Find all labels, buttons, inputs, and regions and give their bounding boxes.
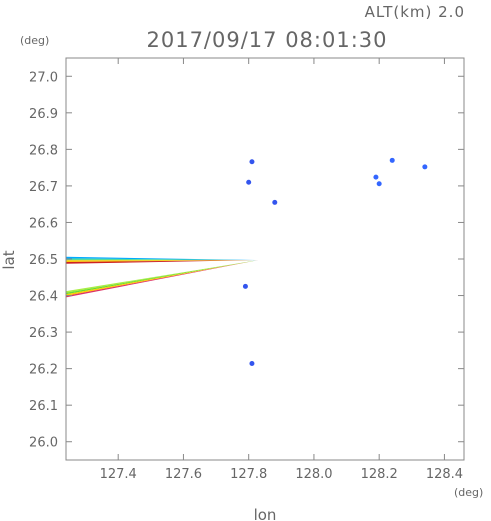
x-axis-ticks: 127.4 127.6 127.8 128.0 128.2 128.4 bbox=[100, 58, 463, 482]
x-tick-label: 128.0 bbox=[295, 467, 332, 482]
x-axis-unit: (deg) bbox=[454, 486, 483, 499]
echo-point bbox=[373, 174, 379, 180]
radar-wedges bbox=[66, 256, 259, 298]
echo-point bbox=[242, 283, 248, 289]
chart-title: 2017/09/17 08:01:30 bbox=[146, 28, 387, 52]
radar-wedge-lower-band bbox=[66, 260, 259, 296]
radar-wedge-lower-band bbox=[66, 260, 259, 298]
y-tick-label: 26.0 bbox=[29, 436, 58, 451]
y-tick-label: 26.7 bbox=[29, 180, 58, 195]
y-tick-label: 27.0 bbox=[29, 70, 58, 85]
y-tick-label: 26.6 bbox=[29, 216, 58, 231]
y-axis-unit: (deg) bbox=[20, 34, 49, 47]
y-tick-label: 26.4 bbox=[29, 290, 58, 305]
y-tick-label: 26.9 bbox=[29, 107, 58, 122]
echo-point bbox=[249, 361, 255, 367]
y-tick-label: 26.3 bbox=[29, 326, 58, 341]
x-tick-label: 127.4 bbox=[100, 467, 137, 482]
y-tick-label: 26.2 bbox=[29, 363, 58, 378]
echo-point bbox=[246, 179, 252, 185]
x-axis-label: lon bbox=[254, 506, 277, 521]
radar-wedge-upper-band bbox=[66, 258, 259, 261]
altitude-label: ALT(km) 2.0 bbox=[365, 3, 465, 21]
echo-point bbox=[389, 157, 395, 163]
y-tick-label: 26.8 bbox=[29, 143, 58, 158]
y-axis-label: lat bbox=[0, 250, 18, 269]
echo-point bbox=[376, 181, 382, 187]
x-tick-label: 127.6 bbox=[165, 467, 202, 482]
y-axis-ticks: 26.0 26.1 26.2 26.3 26.4 26.5 26.6 26.7 26.8 26.9… bbox=[29, 70, 464, 451]
echo-point bbox=[422, 164, 428, 170]
x-tick-label: 127.8 bbox=[230, 467, 267, 482]
radar-wedge-upper-band bbox=[66, 260, 259, 264]
radar-wedge-upper-band bbox=[66, 256, 259, 261]
x-tick-label: 128.2 bbox=[361, 467, 398, 482]
y-tick-label: 26.5 bbox=[29, 253, 58, 268]
echo-point bbox=[249, 159, 255, 165]
y-tick-label: 26.1 bbox=[29, 399, 58, 414]
echo-point bbox=[272, 199, 278, 205]
echo-points bbox=[242, 157, 428, 367]
x-tick-label: 128.4 bbox=[426, 467, 463, 482]
